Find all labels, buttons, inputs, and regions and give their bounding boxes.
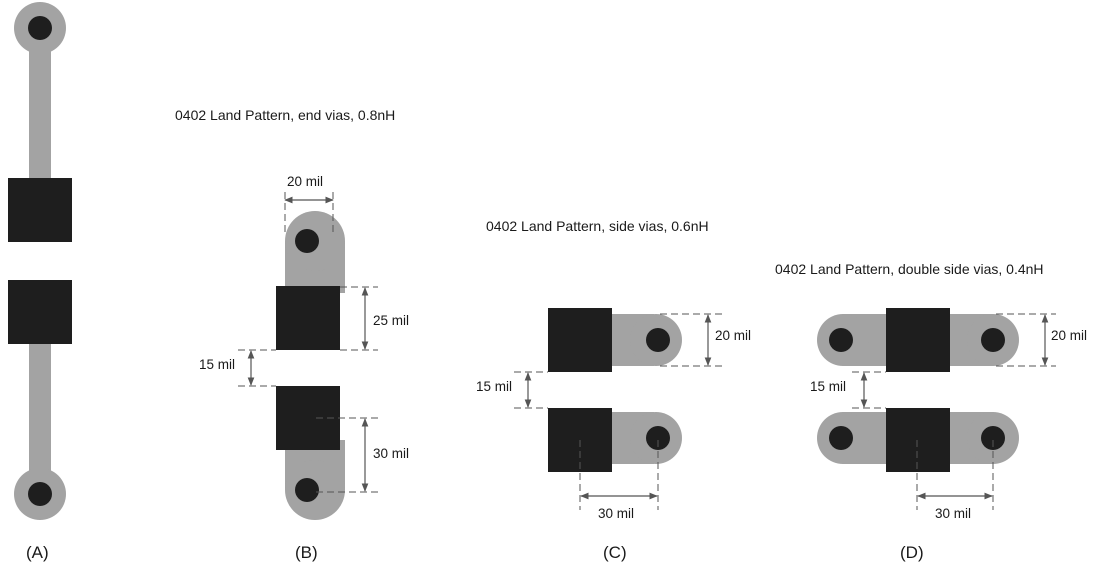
pad-top (276, 286, 340, 350)
via-bottom (295, 478, 319, 502)
dim-b-gap: 15 mil (199, 357, 235, 372)
dim-c-trace-width: 20 mil (715, 328, 751, 343)
label-b: (B) (295, 543, 318, 562)
via-bottom-left (829, 426, 853, 450)
caption-c: 0402 Land Pattern, side vias, 0.6nH (486, 218, 709, 234)
label-d: (D) (900, 543, 924, 562)
pattern-d: 0402 Land Pattern, double side vias, 0.4… (775, 261, 1087, 521)
caption-b: 0402 Land Pattern, end vias, 0.8nH (175, 107, 395, 123)
pattern-a (8, 2, 72, 520)
trace-bottom (29, 344, 51, 494)
dim-c-via-offset: 30 mil (598, 506, 634, 521)
label-c: (C) (603, 543, 627, 562)
dim-b-via-offset: 30 mil (373, 446, 409, 461)
via-top (295, 229, 319, 253)
via-bottom (646, 426, 670, 450)
pad-bottom (886, 408, 950, 472)
pad-bottom (8, 280, 72, 344)
pad-top (548, 308, 612, 372)
pattern-b: 0402 Land Pattern, end vias, 0.8nH 20 mi… (175, 107, 409, 520)
dim-c-gap: 15 mil (476, 379, 512, 394)
pad-top (8, 178, 72, 242)
via-bottom (28, 482, 52, 506)
pattern-c: 0402 Land Pattern, side vias, 0.6nH 20 m… (476, 218, 751, 521)
via-bottom-right (981, 426, 1005, 450)
via-top-right (981, 328, 1005, 352)
dim-d-trace-width: 20 mil (1051, 328, 1087, 343)
dim-b-pad-length: 25 mil (373, 313, 409, 328)
via-top (28, 16, 52, 40)
pad-top (886, 308, 950, 372)
via-top-left (829, 328, 853, 352)
dim-d-gap: 15 mil (810, 379, 846, 394)
via-top (646, 328, 670, 352)
caption-d: 0402 Land Pattern, double side vias, 0.4… (775, 261, 1044, 277)
trace-top (29, 28, 51, 188)
label-a: (A) (26, 543, 49, 562)
dim-d-via-offset: 30 mil (935, 506, 971, 521)
dim-b-width: 20 mil (287, 174, 323, 189)
